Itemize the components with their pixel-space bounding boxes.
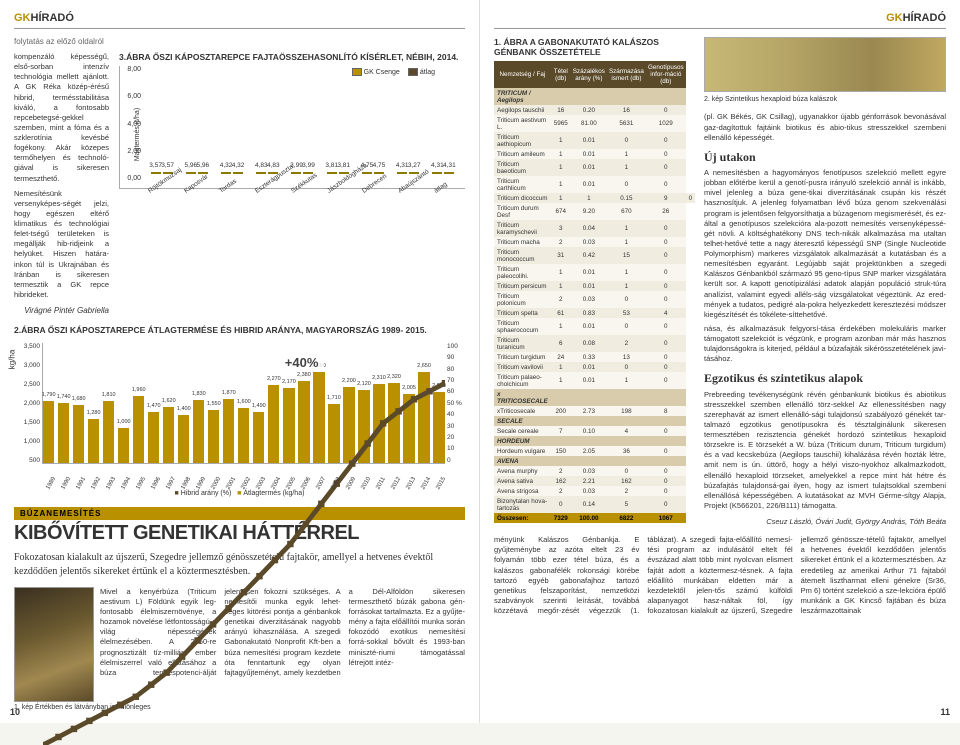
logo-prefix-r: GK [886,12,903,24]
subhead-1: Új utakon [704,149,946,165]
page-header-right: GKHÍRADÓ [494,12,946,29]
chart2-y-title: kg/ha [7,350,16,370]
para1: kompenzáló képességű, első-sorban intenz… [14,52,109,184]
chart2-y-left: 3,5003,0002,5002,0001,5001,000500 [14,343,40,464]
logo-text-r: HÍRADÓ [903,12,946,24]
chart2-line [43,343,445,745]
chart2: 3,5003,0002,5002,0001,5001,000500 100908… [14,343,465,488]
logo-text: HÍRADÓ [31,12,74,24]
chart1: Magtermés (t/ha) GK Csenge átlag 8,006,0… [119,66,465,196]
page-header: GKHÍRADÓ [14,12,465,29]
chart2-title: 2.ÁBRA ŐSZI KÁPOSZTAREPCE ÁTLAGTERMÉSE É… [14,325,465,335]
continuation-note: folytatás az előző oldalról [14,37,465,46]
subhead-2: Egzotikus és szintetikus alapok [704,370,946,386]
right-para2: A nemesítésben a hagyományos fenotípusos… [704,168,946,320]
page-number-right: 11 [940,707,950,717]
right-para4: Prebreeding tevékenységünk révén génbank… [704,390,946,512]
byline: Cseuz László, Óvári Judit, György András… [704,517,946,527]
genbank-table: Nemzetség / FajTétel (db)Százalékos arán… [494,61,695,523]
img2-caption: 2. kép Szintetikus hexaploid búza kalász… [704,95,946,104]
para2: Nemesítésünk versenyképes-ségét jelzi, h… [14,189,109,300]
chart1-title: 3.ÁBRA ŐSZI KÁPOSZTAREPCE FAJTAÖSSZEHASO… [119,52,465,62]
chart2-badge: +40% [279,353,325,372]
right-para1: (pl. GK Békés, GK Csillag), ugyanakkor ú… [704,112,946,142]
chart1-x-labels: RöjtökmuzsajKaposvárTordasEszterágpuszta… [119,189,465,196]
left-text-column: kompenzáló képességű, első-sorban intenz… [14,52,109,317]
table-title: 1. ÁBRA A GABONAKUTATÓ KALÁSZOS GÉNBANK … [494,37,694,57]
hexaploid-image [704,37,946,92]
chart2-x-labels: 1989199019911992199319941995199619971998… [42,482,445,488]
right-bottom-text: ményünk Kalászos Génbankja. E gyűjtemény… [494,535,946,616]
page-number-left: 10 [10,707,20,717]
author-byline: Virágné Pintér Gabriella [14,306,109,317]
right-para3: nása, és alkalmazásuk felgyorsí-tása érd… [704,324,946,365]
chart2-y-right: 1009080706050 %403020100 [447,343,465,464]
logo-prefix: GK [14,12,31,24]
